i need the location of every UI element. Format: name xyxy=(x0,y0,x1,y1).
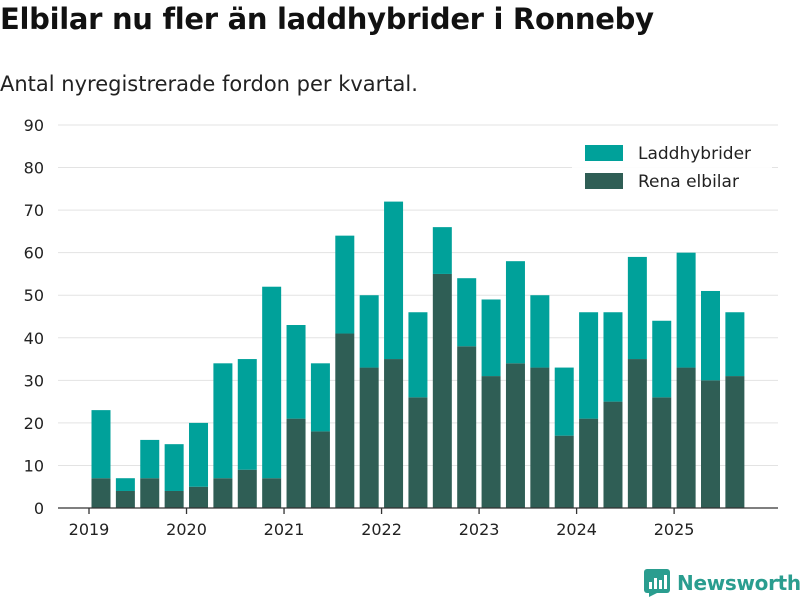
bar-rena-elbilar[interactable] xyxy=(335,333,355,508)
bar-laddhybrider[interactable] xyxy=(237,359,257,470)
bar-laddhybrider[interactable] xyxy=(627,256,647,360)
bar-rena-elbilar[interactable] xyxy=(505,363,525,508)
y-tick-label: 0 xyxy=(34,499,44,518)
chart-title: Elbilar nu fler än laddhybrider i Ronneb… xyxy=(0,2,654,36)
x-axis: 2019 2020 2021 2022 2023 2024 2025 xyxy=(58,507,778,539)
bar-rena-elbilar[interactable] xyxy=(213,478,233,508)
bar-rena-elbilar[interactable] xyxy=(140,478,160,508)
bar-rena-elbilar[interactable] xyxy=(725,376,745,508)
bar-rena-elbilar[interactable] xyxy=(384,359,404,508)
legend-swatch-laddhybrider xyxy=(585,145,623,161)
bar-laddhybrider[interactable] xyxy=(530,295,550,368)
bar-rena-elbilar[interactable] xyxy=(676,367,696,508)
y-tick-label: 40 xyxy=(24,329,44,348)
bar-laddhybrider[interactable] xyxy=(359,295,379,368)
bar-laddhybrider[interactable] xyxy=(115,478,135,491)
newsworthy-logo-icon xyxy=(644,569,670,597)
bar-rena-elbilar[interactable] xyxy=(481,376,501,508)
bar-rena-elbilar[interactable] xyxy=(457,346,477,508)
bar-rena-elbilar[interactable] xyxy=(603,401,623,508)
bar-laddhybrider[interactable] xyxy=(457,278,477,347)
y-tick-label: 90 xyxy=(24,116,44,135)
bar-laddhybrider[interactable] xyxy=(554,367,574,436)
x-tick-label: 2020 xyxy=(166,520,207,539)
bar-rena-elbilar[interactable] xyxy=(530,367,550,508)
bar-laddhybrider[interactable] xyxy=(676,252,696,368)
newsworthy-logo: Newsworthy xyxy=(644,568,800,598)
bar-laddhybrider[interactable] xyxy=(335,235,355,334)
bar-laddhybrider[interactable] xyxy=(505,261,525,364)
bar-rena-elbilar[interactable] xyxy=(579,418,599,508)
chart-subtitle: Antal nyregistrerade fordon per kvartal. xyxy=(0,72,418,96)
y-tick-label: 80 xyxy=(24,159,44,178)
bar-rena-elbilar[interactable] xyxy=(237,469,257,508)
x-tick-label: 2024 xyxy=(556,520,597,539)
bar-rena-elbilar[interactable] xyxy=(286,418,306,508)
bar-laddhybrider[interactable] xyxy=(310,363,330,432)
x-tick-label: 2023 xyxy=(459,520,500,539)
y-tick-label: 70 xyxy=(24,201,44,220)
bar-laddhybrider[interactable] xyxy=(262,286,282,479)
bar-laddhybrider[interactable] xyxy=(91,410,111,479)
bar-rena-elbilar[interactable] xyxy=(359,367,379,508)
bar-rena-elbilar[interactable] xyxy=(554,435,574,508)
y-tick-label: 30 xyxy=(24,371,44,390)
bar-laddhybrider[interactable] xyxy=(189,422,209,487)
bar-rena-elbilar[interactable] xyxy=(432,273,452,508)
y-axis: 0 10 20 30 40 50 60 70 80 90 xyxy=(24,116,44,518)
bar-laddhybrider[interactable] xyxy=(725,312,745,377)
bar-laddhybrider[interactable] xyxy=(701,290,720,381)
bar-rena-elbilar[interactable] xyxy=(115,490,135,508)
bar-laddhybrider[interactable] xyxy=(213,363,233,479)
brand-name: Newsworthy xyxy=(677,571,800,595)
bar-laddhybrider[interactable] xyxy=(579,312,599,419)
bar-laddhybrider[interactable] xyxy=(652,320,672,398)
bar-rena-elbilar[interactable] xyxy=(652,397,672,508)
legend-label-rena-elbilar[interactable]: Rena elbilar xyxy=(638,172,739,192)
x-tick-label: 2025 xyxy=(654,520,695,539)
x-tick-label: 2019 xyxy=(69,520,110,539)
bars xyxy=(91,201,745,508)
bar-rena-elbilar[interactable] xyxy=(164,490,184,508)
y-tick-label: 20 xyxy=(24,414,44,433)
bar-laddhybrider[interactable] xyxy=(164,444,184,491)
x-tick-label: 2021 xyxy=(264,520,305,539)
y-tick-label: 10 xyxy=(24,456,44,475)
bar-laddhybrider[interactable] xyxy=(286,325,306,419)
bar-laddhybrider[interactable] xyxy=(432,227,452,274)
bar-laddhybrider[interactable] xyxy=(408,312,428,398)
x-tick-label: 2022 xyxy=(361,520,402,539)
bar-rena-elbilar[interactable] xyxy=(91,478,111,508)
y-tick-label: 50 xyxy=(24,286,44,305)
bar-rena-elbilar[interactable] xyxy=(262,478,282,508)
legend-label-laddhybrider[interactable]: Laddhybrider xyxy=(638,144,751,164)
y-tick-label: 60 xyxy=(24,244,44,263)
bar-rena-elbilar[interactable] xyxy=(189,486,209,508)
bar-rena-elbilar[interactable] xyxy=(627,359,647,508)
bar-laddhybrider[interactable] xyxy=(384,201,404,360)
bar-rena-elbilar[interactable] xyxy=(310,431,330,508)
legend[interactable]: Laddhybrider Rena elbilar xyxy=(572,136,772,196)
bar-rena-elbilar[interactable] xyxy=(408,397,428,508)
bar-laddhybrider[interactable] xyxy=(481,299,501,377)
legend-swatch-rena-elbilar xyxy=(585,173,623,189)
bar-laddhybrider[interactable] xyxy=(603,312,623,402)
bar-rena-elbilar[interactable] xyxy=(701,380,720,508)
bar-laddhybrider[interactable] xyxy=(140,439,160,479)
